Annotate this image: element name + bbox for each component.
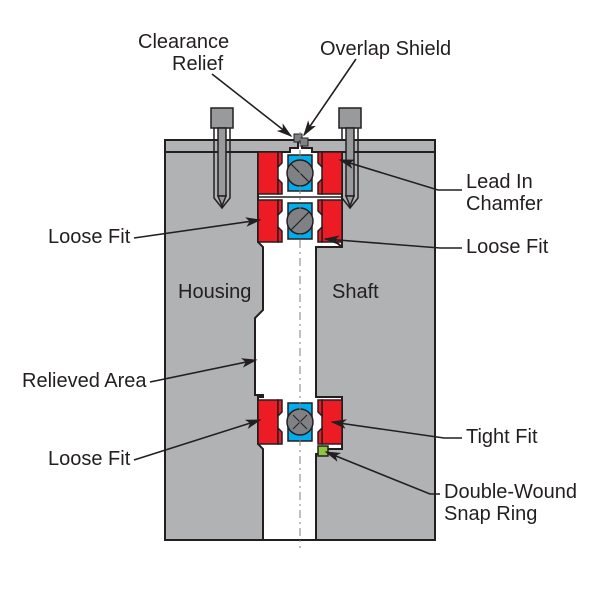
- outer-race: [258, 152, 278, 194]
- label-overlap-shield: Overlap Shield: [320, 38, 451, 60]
- label-clearance-relief-l2: Relief: [172, 53, 224, 75]
- label-double-wound-l2: Snap Ring: [444, 503, 537, 525]
- label-loose-fit-ul: Loose Fit: [48, 226, 131, 248]
- inner-race: [322, 152, 342, 194]
- label-loose-fit-ll: Loose Fit: [48, 448, 131, 470]
- label-relieved-area: Relieved Area: [22, 370, 147, 392]
- label-lead-in-l1: Lead In: [466, 171, 533, 193]
- label-lead-in-l2: Chamfer: [466, 193, 543, 215]
- label-double-wound-l1: Double-Wound: [444, 481, 577, 503]
- label-loose-fit-ur: Loose Fit: [466, 236, 549, 258]
- label-clearance-relief-l1: Clearance: [138, 31, 229, 53]
- bolt-left: [211, 108, 233, 208]
- label-tight-fit: Tight Fit: [466, 426, 538, 448]
- label-housing: Housing: [178, 281, 251, 303]
- label-shaft: Shaft: [332, 281, 379, 303]
- snap-ring: [318, 446, 328, 456]
